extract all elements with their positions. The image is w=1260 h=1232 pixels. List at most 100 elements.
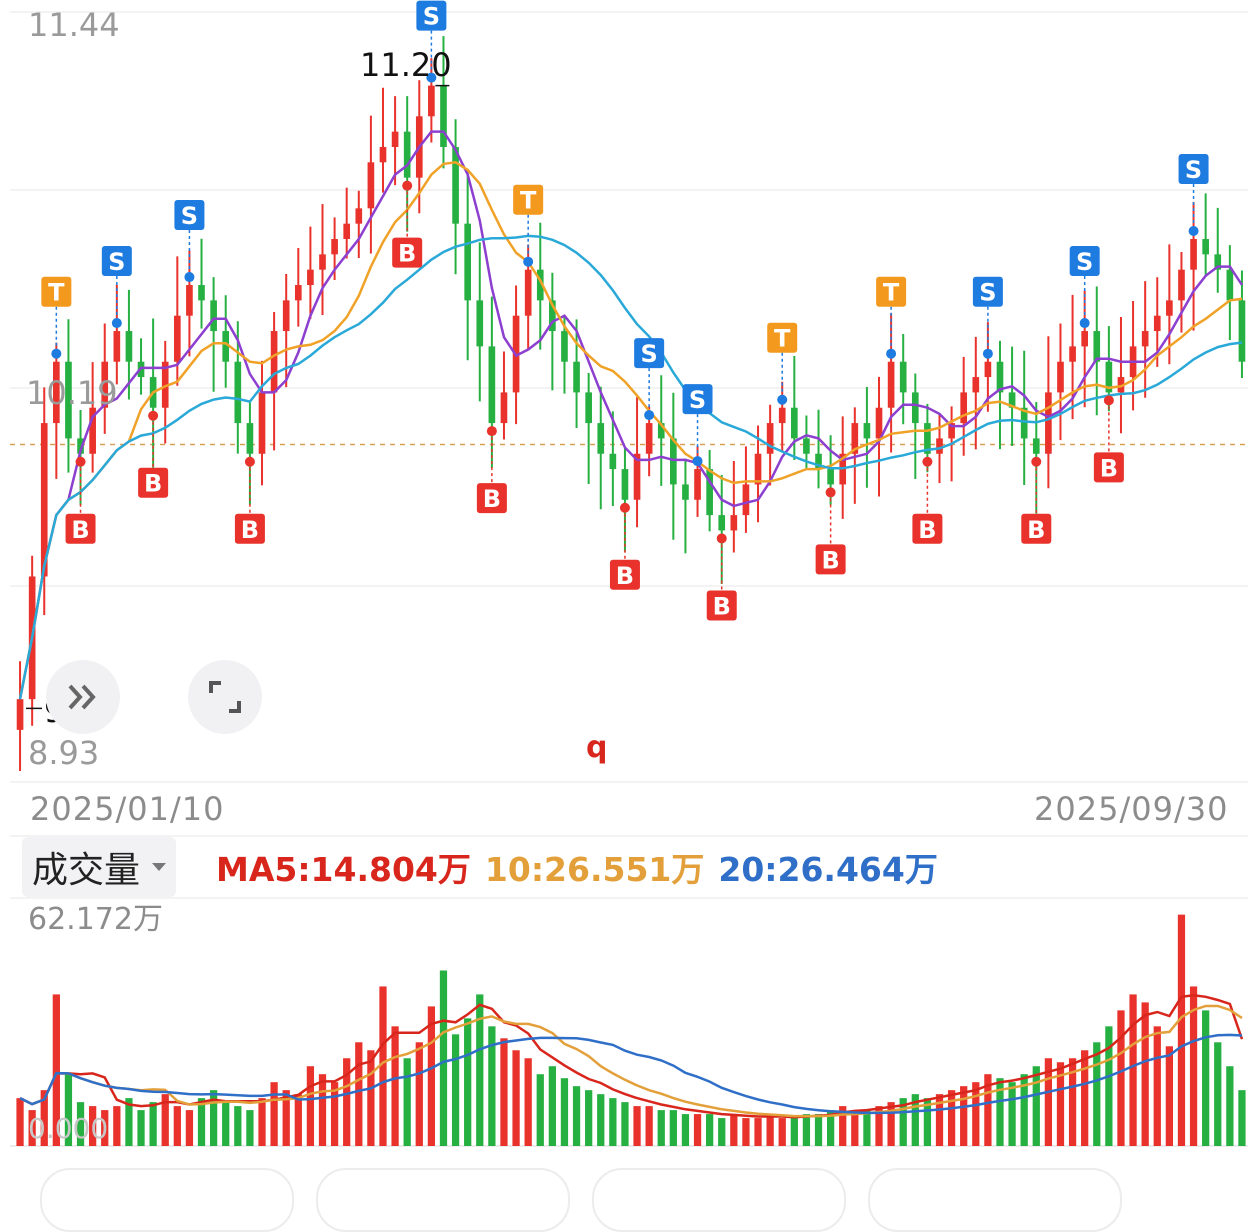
signal-label-b: B [1100,454,1118,482]
candle-body [1214,254,1222,270]
candle-body [173,315,181,362]
signal-badge-t [876,276,907,307]
volume-bar [585,1090,593,1146]
candle-body [742,484,750,516]
volume-bar [863,1110,871,1146]
signal-badge-s [416,0,447,31]
candle-body [1226,269,1234,301]
candle-body [1202,239,1209,255]
candle-body [609,453,617,470]
candle-body [899,361,907,393]
fullscreen-icon [209,681,241,713]
candle-body [234,361,242,424]
volume-bar [1226,1066,1234,1146]
volume-bar [40,1090,48,1146]
candle-body [706,469,713,516]
candle-body [294,285,302,301]
volume-bar [318,1074,327,1146]
volume-bar [391,1026,399,1146]
volume-bottom-label: 0.000 [28,1112,109,1145]
candle-body [536,269,544,301]
volume-bar [282,1090,290,1146]
volume-bar [101,1110,109,1146]
volume-bar [294,1094,302,1146]
candle-body [500,392,508,424]
signal-badge-b [476,483,507,514]
volume-bar [1117,1010,1125,1146]
signal-dot [777,394,788,405]
candle-body [186,285,193,316]
volume-bar [1189,986,1198,1146]
volume-indicator-select[interactable]: 成交量 [22,837,177,897]
signal-badge-s [682,384,713,415]
candle-body [1057,361,1064,393]
candle-body [16,699,24,730]
volume-bar [343,1058,351,1146]
volume-bar [947,1090,956,1146]
fast-forward-button[interactable] [46,660,120,734]
volume-bar [1177,914,1186,1146]
signal-badge-b [65,513,96,544]
signal-label-s: S [1076,248,1093,276]
price-ma10-line [18,161,1243,700]
signal-label-b: B [483,485,501,513]
volume-bar [1032,1066,1040,1146]
candle-body [65,361,72,439]
volume-bar [826,1110,835,1146]
volume-bar [1068,1058,1077,1146]
volume-bar [669,1110,677,1146]
volume-bar [1238,1090,1246,1146]
signal-badge-s [634,338,665,369]
price-top-label: 11.44 [28,6,120,44]
volume-bar [209,1090,218,1146]
volume-title: 成交量 [32,850,141,891]
bottom-tab-3[interactable] [592,1168,846,1232]
volume-bar [500,1038,508,1146]
volume-bar [246,1110,254,1146]
volume-bar [185,1110,194,1146]
candle-body [1105,361,1113,393]
candle-body [403,131,411,178]
candle-body [101,361,109,408]
volume-bar [149,1102,157,1146]
volume-bar [415,1042,423,1146]
signal-dot [619,502,630,513]
vol-ma20-label: 20:26.464万 [718,850,938,889]
bottom-tab-2[interactable] [316,1168,570,1232]
candle-body [996,361,1004,393]
candle-body [1020,407,1028,439]
signal-dot [184,272,195,283]
signal-label-s: S [689,386,706,414]
volume-bar [778,1118,786,1146]
cursor-marker: q [586,730,608,765]
candle-body [730,515,738,531]
ref-price-label: 10.19 [26,374,118,412]
volume-bar [476,994,484,1146]
signal-dot [886,348,897,359]
candle-body [1166,300,1173,316]
volume-bar [173,1106,181,1146]
candle-body [77,438,84,454]
signal-badge-b [706,590,737,621]
volume-bar [972,1082,980,1146]
candle-body [911,392,919,424]
bottom-tab-1[interactable] [40,1168,294,1232]
candle-body [1153,315,1161,332]
signal-badge-t [41,276,72,307]
bottom-tab-4[interactable] [868,1168,1122,1232]
volume-bar [609,1098,617,1146]
signal-label-b: B [616,562,634,590]
signal-label-t: T [883,279,900,307]
signal-label-t: T [520,187,537,215]
volume-bar [439,970,448,1146]
volume-bar [125,1098,133,1146]
candle-body [561,331,568,362]
candle-body [210,300,217,332]
signal-dot [692,456,703,467]
volume-bar [1129,994,1137,1146]
fullscreen-button[interactable] [188,660,262,734]
signal-dot [716,533,727,544]
volume-bar [137,1110,145,1146]
volume-bar [367,1050,375,1146]
